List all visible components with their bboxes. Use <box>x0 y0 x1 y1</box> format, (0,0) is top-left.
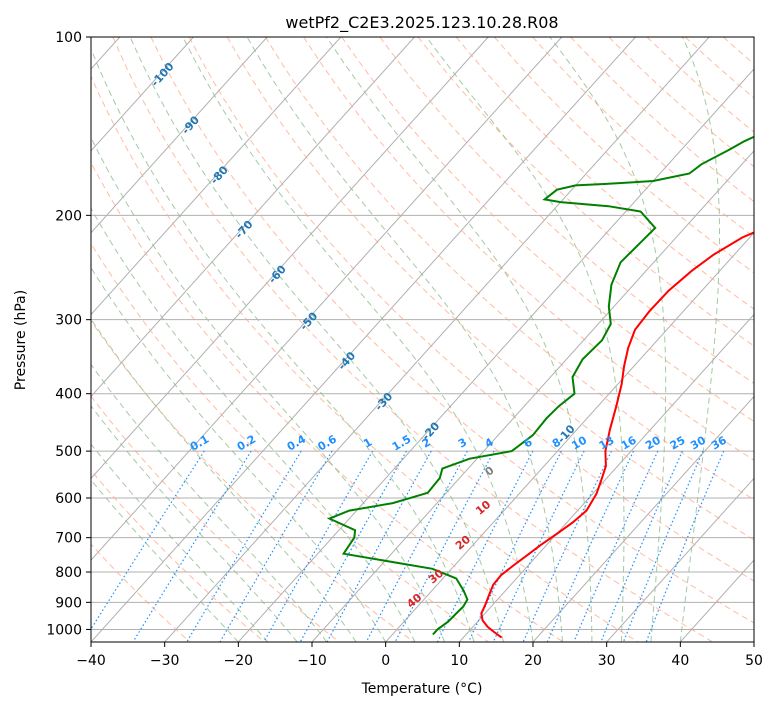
isotherm-line <box>606 477 754 642</box>
x-tick-label: −10 <box>297 653 327 669</box>
mixing-ratio-line <box>600 450 683 642</box>
mixing-ratio-line <box>132 450 252 642</box>
y-tick-label: 300 <box>55 313 82 329</box>
dry-adiabat-line <box>112 37 713 642</box>
dry-adiabat-line <box>91 242 489 642</box>
y-tick-label: 200 <box>55 208 82 224</box>
x-axis: −40 −30 −20 −10 0 10 20 30 40 50 <box>76 642 763 669</box>
dry-adiabat-line <box>379 37 754 385</box>
isotherm-line <box>91 37 563 561</box>
isotherm-line <box>164 37 710 642</box>
dry-adiabat-line <box>91 469 265 642</box>
mixing-ratio-line <box>91 450 205 631</box>
dry-adiabat-line <box>303 37 754 461</box>
mixing-ratio-line <box>492 450 585 642</box>
x-tick-label: 20 <box>524 653 542 669</box>
dry-adiabat-line <box>91 75 639 642</box>
y-tick-label: 700 <box>55 531 82 547</box>
moist-adiabat-line <box>91 363 328 642</box>
isotherm-line <box>91 37 636 642</box>
isotherm-line <box>91 37 342 316</box>
series-layer <box>326 135 754 639</box>
y-tick-label: 100 <box>55 30 82 46</box>
x-tick-label: −20 <box>224 653 254 669</box>
dry-adiabat-line <box>265 37 754 501</box>
x-tick-label: 0 <box>381 653 390 669</box>
y-axis: 100 200 300 400 500 600 700 800 900 1000 <box>46 30 91 638</box>
y-tick-label: 400 <box>55 387 82 403</box>
mixing-ratio-line <box>573 450 659 642</box>
mixing-ratio-line <box>622 450 704 642</box>
mixing-ratio-line <box>326 450 432 642</box>
isotherm-line <box>91 37 489 480</box>
moist-adiabat-line <box>91 405 298 642</box>
dry-adiabat-line <box>150 37 754 624</box>
isotherm-line <box>91 37 194 152</box>
x-axis-label: Temperature (°C) <box>361 681 483 697</box>
moist-adiabat-line <box>425 37 625 642</box>
dry-adiabat-line <box>91 320 415 642</box>
moist-adiabat-line <box>91 318 357 642</box>
moist-adiabat-line <box>679 37 720 642</box>
y-tick-label: 600 <box>55 491 82 507</box>
dry-adiabat-line <box>91 395 340 642</box>
x-tick-label: −30 <box>150 653 180 669</box>
isotherm-line <box>91 37 415 398</box>
moist-adiabat-line <box>91 136 446 642</box>
dry-adiabat-line <box>341 37 754 423</box>
moist-adiabat-line <box>91 266 387 642</box>
moist-adiabat-line <box>246 37 563 642</box>
dry-adiabat-line <box>226 37 754 541</box>
dewpoint-profile-line <box>326 135 754 636</box>
mixing-ratio-line <box>365 450 468 642</box>
y-tick-label: 800 <box>55 565 82 581</box>
dry-adiabat-line <box>570 37 754 203</box>
moist-adiabat-line <box>182 37 534 642</box>
moist-adiabat-line <box>549 37 667 642</box>
x-tick-label: −40 <box>76 653 106 669</box>
mixing-ratio-line <box>219 450 333 642</box>
isotherm-line <box>91 37 268 234</box>
grid-layer <box>91 37 754 642</box>
y-tick-label: 500 <box>55 444 82 460</box>
moist-adiabat-line <box>326 37 593 642</box>
plot-frame <box>90 36 755 643</box>
moist-adiabat-line <box>129 37 504 642</box>
mixing-ratio-line <box>394 450 495 642</box>
moist-adiabat-line <box>91 47 475 642</box>
y-tick-label: 1000 <box>46 622 82 638</box>
chart-title: wetPf2_C2E3.2025.123.10.28.R08 <box>285 13 558 33</box>
x-tick-label: 50 <box>745 653 763 669</box>
x-tick-label: 10 <box>450 653 468 669</box>
x-tick-label: 30 <box>598 653 616 669</box>
x-tick-label: 40 <box>671 653 689 669</box>
isotherm-line <box>385 232 754 642</box>
mixing-ratio-line <box>546 450 635 642</box>
mixing-ratio-line <box>186 450 302 642</box>
mixing-ratio-line <box>263 450 374 642</box>
mixing-ratio-line <box>299 450 407 642</box>
temperature-profile-line <box>480 231 754 639</box>
dry-adiabat-line <box>188 37 754 582</box>
moist-adiabat-line <box>91 207 416 642</box>
y-tick-label: 900 <box>55 595 82 611</box>
y-axis-label: Pressure (hPa) <box>13 290 29 390</box>
isotherm-line <box>237 68 754 642</box>
isotherm-line <box>458 313 754 642</box>
dry-adiabat-line <box>532 37 754 238</box>
dry-adiabat-line <box>91 161 564 642</box>
